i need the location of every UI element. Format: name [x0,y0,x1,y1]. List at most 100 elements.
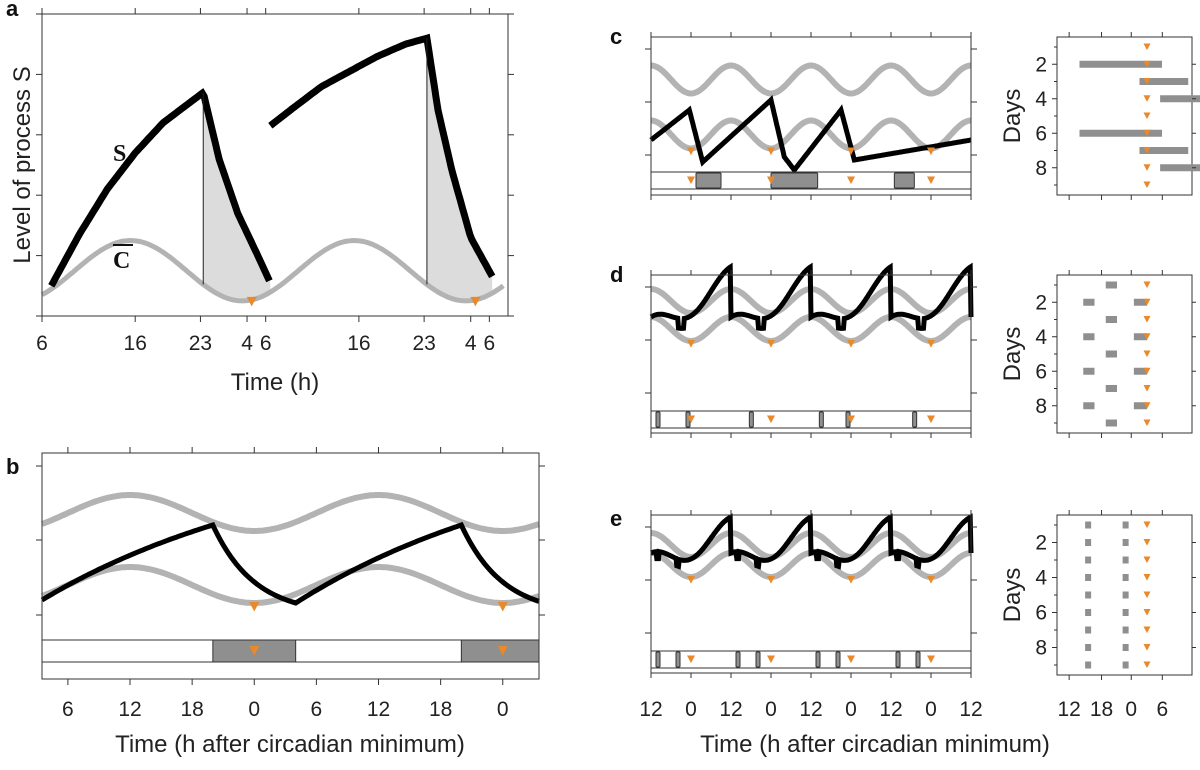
d-raster-marker [1143,385,1151,392]
e-xtick-label: 12 [879,698,902,721]
d-sleep-episode [912,411,918,428]
e-raster-sleep [1085,521,1092,529]
e-raster-sleep [1122,644,1129,651]
a-S-curve-2 [268,33,496,279]
a-plot-frame [41,13,509,317]
c-upper-threshold [650,62,972,97]
e-sleep-episode [655,651,661,668]
e-raster-ylabel: Days [999,568,1026,623]
e-raster-sleep [1085,661,1092,669]
a-xtick-label: 6 [484,332,496,355]
c-sleep-bar-marker [687,176,695,185]
d-raster-sleep [1133,367,1147,375]
c-raster-ylabel: Days [999,89,1026,144]
b-sleep-bar-marker [497,646,508,656]
e-sleep-bar-marker [847,655,855,664]
c-sleep-bar-frame [650,171,972,190]
e-circadian-min-marker [687,576,695,584]
c-raster-ytick-label: 6 [1035,122,1047,145]
d-circadian-min-marker [687,340,695,348]
d-sleep-bar-marker [687,415,695,424]
e-raster-sleep [1085,574,1092,581]
b-xtick-label: 18 [429,698,452,721]
e-sleep-bar-marker [927,655,935,664]
e-raster-marker [1143,609,1151,616]
e-sleep-bar-marker [767,655,775,664]
d-raster-marker [1143,419,1151,427]
e-raster-ytick-label: 4 [1035,567,1047,590]
d-raster-sleep [1083,298,1095,306]
panel-letter-c: c [610,24,622,49]
d-raster-marker [1143,316,1151,323]
d-raster-marker [1143,350,1151,358]
e-sleep-episode [895,651,901,668]
d-raster-sleep [1105,316,1117,323]
c-circadian-min-marker [687,147,695,156]
e-circadian-min-marker [847,576,855,584]
e-raster-xtick-label: 18 [1090,698,1113,721]
a-xtick-label: 4 [241,332,253,355]
d-raster-sleep [1083,402,1095,410]
a-xtick-label: 6 [36,332,48,355]
panel-c: 2 4 6 8 Days [645,32,1200,200]
b-xtick-label: 6 [62,698,74,721]
a-ylabel: Level of process S [9,66,36,263]
c-circadian-min-marker [847,147,855,156]
d-sleep-bar-frame [650,410,972,429]
c-raster-sleep [1160,164,1200,172]
c-raster-sleep [1079,129,1162,137]
c-raster-marker [1143,181,1151,189]
c-raster-marker [1143,78,1151,85]
b-xtick-label: 12 [367,698,390,721]
panel-letter-b: b [6,454,19,479]
d-raster-marker [1143,333,1151,340]
e-sleep-bar-marker [687,655,695,664]
e-raster-sleep [1085,539,1092,546]
c-raster-ytick-label: 4 [1035,88,1047,111]
d-raster-sleep [1083,333,1095,341]
e-raster-ytick-label: 2 [1035,532,1047,555]
a-circadian-min-marker [470,296,481,307]
d-sleep-bar-marker [927,415,935,424]
c-raster-marker [1143,43,1151,51]
e-sleep-episode [835,651,841,668]
e-raster-sleep [1122,591,1129,599]
b-ticks: 6 12 18 0 6 12 18 0 [36,447,545,721]
d-sleep-episode [748,411,754,428]
e-raster-ytick-label: 8 [1035,637,1047,660]
e-raster-marker [1143,644,1151,651]
c-raster-marker [1143,164,1151,171]
e-xtick-label: 12 [959,698,982,721]
b-circadian-min-marker [249,602,260,612]
d-raster-sleep [1105,419,1117,427]
c-sleep-episode [893,172,915,189]
a-circadian-min-marker [246,296,257,307]
d-raster-sleep [1133,298,1147,306]
e-raster-xtick-label: 0 [1125,698,1137,721]
d-raster-frame [1056,274,1193,434]
e-raster-marker [1143,661,1151,669]
c-circadian-min-marker [927,147,935,156]
d-raster-marker [1143,298,1151,306]
b-sleep-episode [460,639,540,663]
e-xtick-label: 0 [765,698,777,721]
b-lower-threshold [40,564,540,606]
a-threshold-curve [40,237,505,304]
d-raster-sleep [1083,367,1095,375]
c-sleep-bar-marker [767,176,775,185]
a-shaded-region-2 [426,38,493,301]
e-xtick-label: 12 [799,698,822,721]
a-xtick-label: 6 [260,332,272,355]
d-sleep-episode [655,411,661,428]
d-raster-sleep [1133,333,1147,341]
e-raster-marker [1143,539,1151,546]
c-raster-ytick-label: 8 [1035,157,1047,180]
d-raster-ylabel: Days [999,327,1026,382]
d-sleep-bar-marker [847,415,855,424]
e-circadian-min-marker [927,576,935,584]
e-sleep-episode [675,651,681,668]
e-raster-marker [1143,626,1151,634]
c-raster-marker [1143,95,1151,102]
d-raster-ytick-label: 4 [1035,326,1047,349]
